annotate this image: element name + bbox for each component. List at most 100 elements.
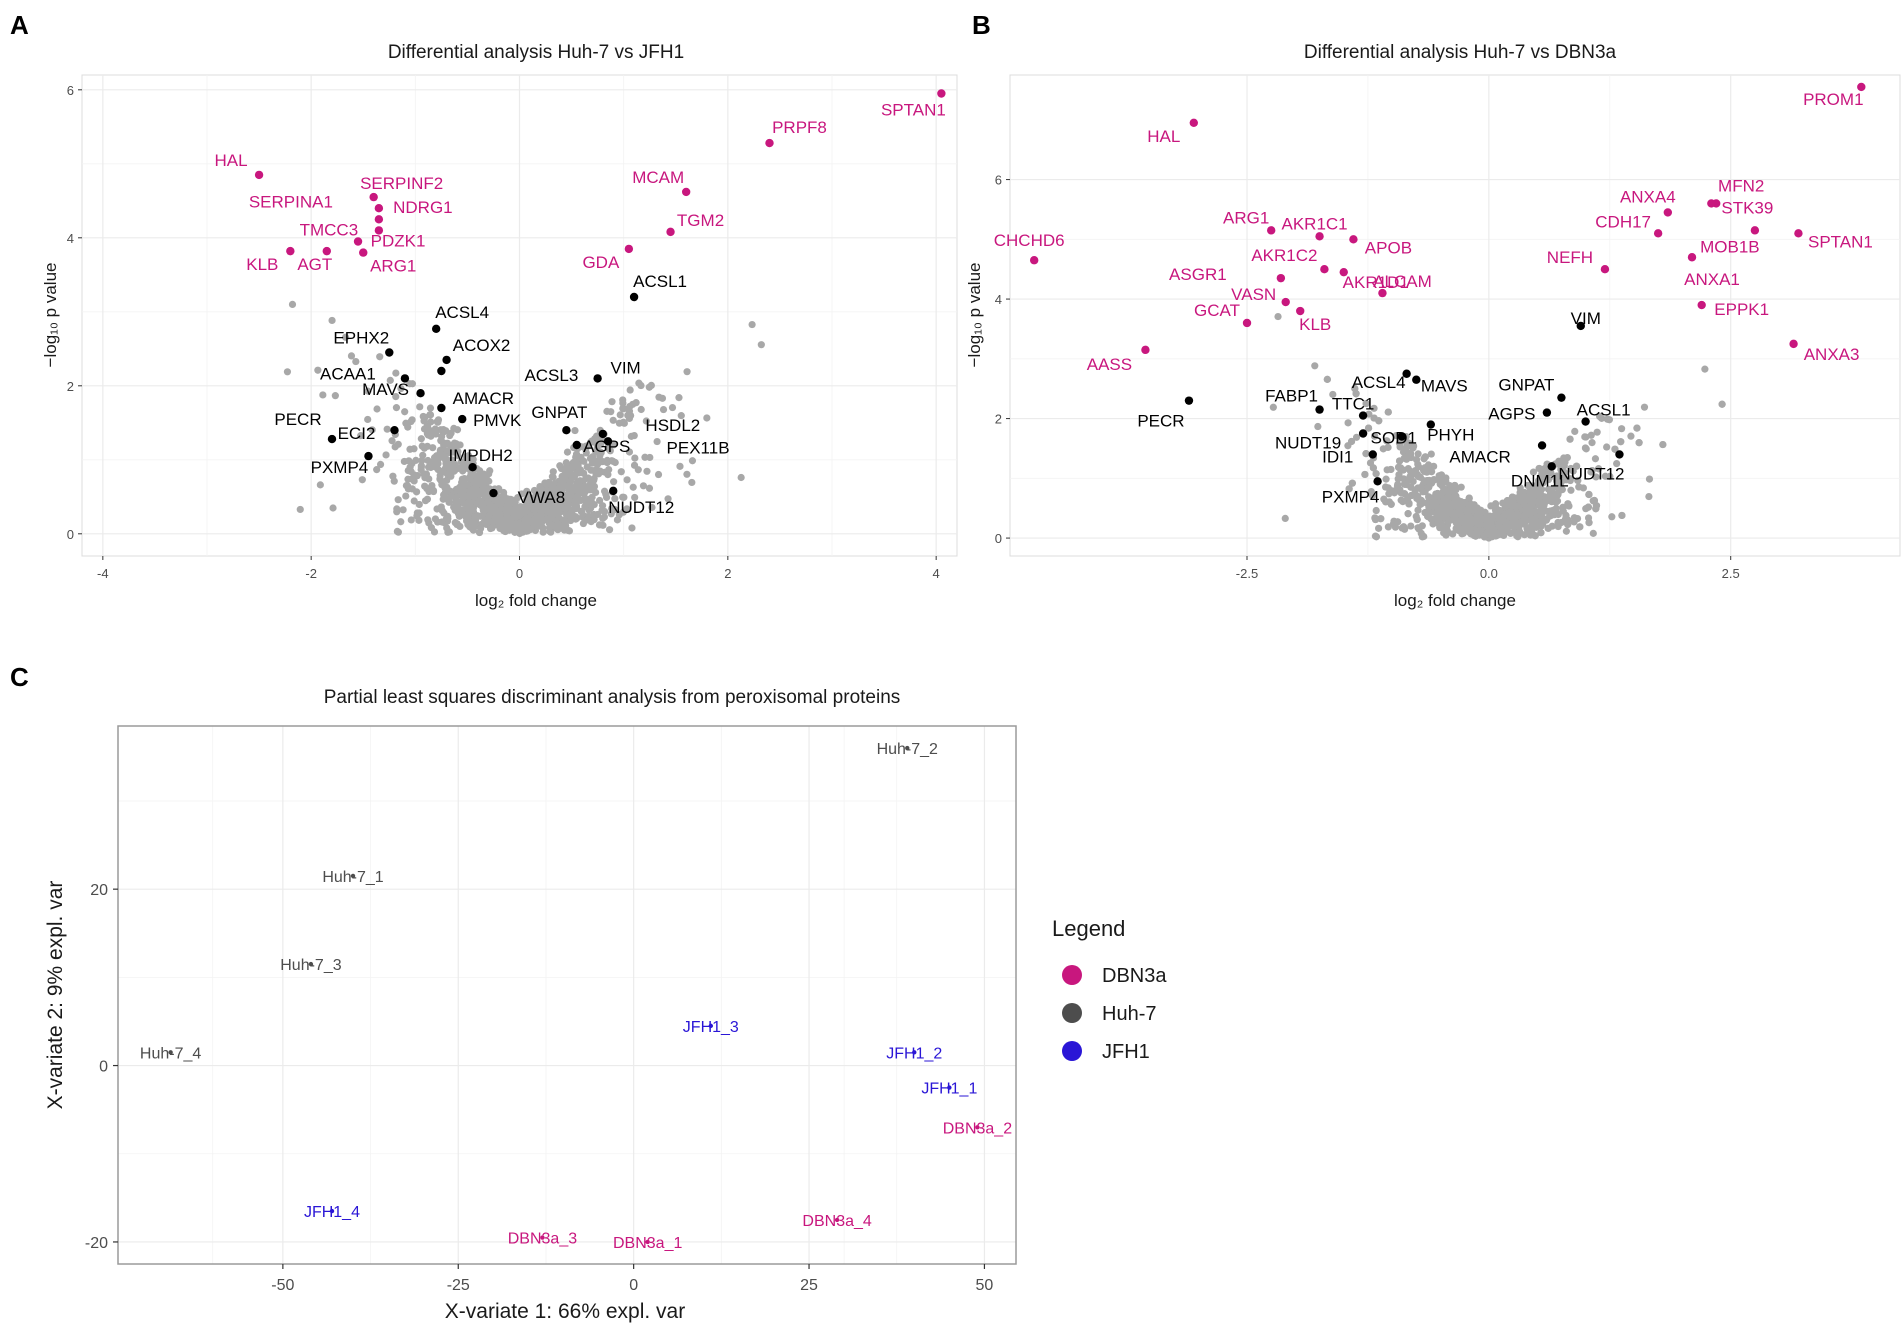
background-point [1618,511,1626,520]
background-point [1486,512,1494,520]
point-akr1c2 [1320,264,1329,274]
background-point [1635,439,1643,447]
background-point [1370,404,1378,412]
background-point [1564,500,1572,508]
point-mavs [1412,375,1421,384]
panel-letter-c: C [10,662,29,692]
label-gda: GDA [582,253,620,272]
panel-c-x-axis-title: X-variate 1: 66% expl. var [445,1300,685,1323]
background-point [628,524,636,532]
background-point [1274,312,1282,321]
point-hal [254,170,264,180]
point-mavs [416,389,425,398]
background-point [1314,422,1322,431]
background-point [1561,458,1569,466]
background-point [1518,491,1526,499]
background-point [421,474,429,482]
background-point [1536,490,1544,498]
background-point [1442,512,1450,521]
background-point [397,384,405,393]
background-point [406,380,414,388]
panel-a-title: Differential analysis Huh-7 vs JFH1 [388,42,684,63]
label-mcam: MCAM [632,168,684,187]
background-point [1384,523,1392,531]
point-acsl1 [1581,417,1590,426]
y-tick-label: 0 [995,531,1002,546]
background-point [1463,506,1471,515]
background-point [599,521,607,529]
x-tick-label: 4 [933,566,940,581]
label-arg1: ARG1 [370,257,416,276]
label-anxa1: ANXA1 [1684,270,1740,289]
background-point [1618,425,1626,433]
label-vim: VIM [1571,309,1601,328]
label-pecr: PECR [1137,412,1184,431]
background-point [510,526,519,534]
sample-point-huh-7-2 [905,745,910,751]
background-point [460,499,468,507]
point-vasn [1281,297,1290,307]
label-gcat: GCAT [1194,301,1240,320]
label-hal: HAL [1147,127,1180,146]
panel-b-highlighted-points: PROM1 HAL MFN2 ANXA4 STK39 CDH17 MOB1B SPTAN1 AR… [994,82,1873,506]
label-acsl1: ACSL1 [633,272,687,291]
label-vim: VIM [611,358,641,377]
background-point [1402,444,1411,452]
point-prom1 [1857,82,1866,92]
label-acsl1: ACSL1 [1577,401,1631,420]
label-pdzk1: PDZK1 [371,232,426,251]
label-akr1d1: AKR1D1 [1343,273,1409,292]
background-point [637,381,645,390]
background-point [1425,467,1434,475]
label-agps: AGPS [583,437,630,456]
label-eci2: ECI2 [338,424,376,443]
label-nudt12: NUDT12 [1558,464,1624,483]
background-point [590,515,598,524]
background-point [382,451,390,459]
background-point [328,316,336,325]
point-arg1 [1266,226,1276,235]
background-point [570,486,578,494]
background-point [613,516,622,524]
background-point [587,455,596,463]
background-point [1404,510,1412,518]
background-point [1420,455,1428,463]
panel-b-plot-frame [1009,74,1901,557]
background-point [553,510,561,518]
background-point [1499,514,1507,522]
background-point [1413,515,1421,524]
background-point [485,504,493,512]
background-point [1424,512,1432,521]
background-point [1465,494,1473,502]
background-point [404,466,412,475]
point-sptan1 [937,89,946,98]
background-point [1369,464,1377,472]
sample-point-huh-7-1 [350,873,356,879]
label-klb: KLB [1299,315,1331,334]
background-point [415,500,423,509]
background-point [1371,514,1379,522]
background-point [429,444,437,452]
background-point [418,456,426,465]
background-point [1442,486,1450,494]
label-ndrg1: NDRG1 [393,198,453,217]
point-asgr1 [1276,273,1286,283]
background-point [1701,365,1709,373]
point-agps [572,440,581,450]
background-point [476,525,485,533]
panel-b-background-points [1269,312,1726,542]
label-sptan1: SPTAN1 [1808,232,1873,251]
background-point [581,503,589,511]
panel-letter-a: A [10,10,29,40]
background-point [1562,476,1570,484]
point-akr1d1 [1339,267,1348,277]
background-point [1537,529,1545,537]
point-anxa4 [1663,208,1673,217]
background-point [1587,431,1595,439]
background-point [688,457,697,465]
background-point [426,411,435,419]
background-point [1417,496,1426,505]
point-eppk1 [1697,300,1706,310]
point-pex11b [603,437,613,446]
background-point [444,514,452,523]
